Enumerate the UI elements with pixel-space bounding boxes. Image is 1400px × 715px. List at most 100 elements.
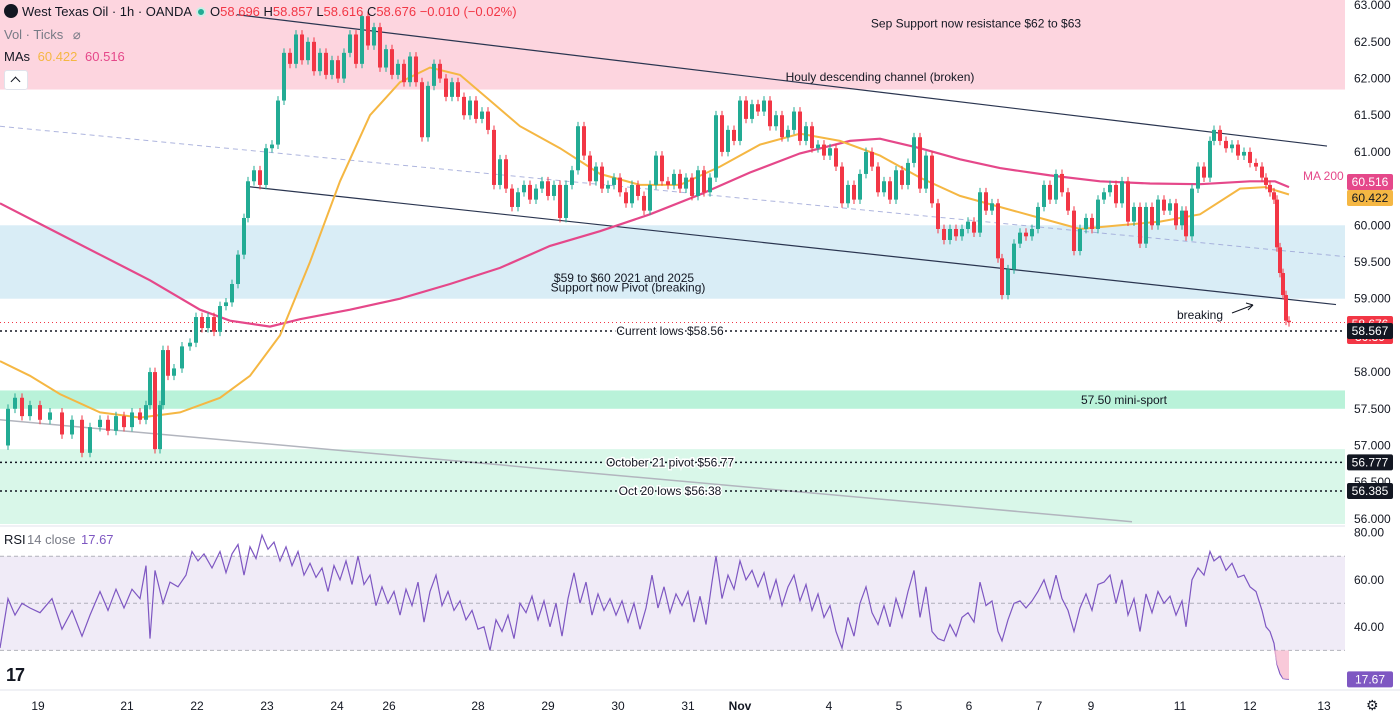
candle-body (242, 217, 246, 255)
candle-body (1196, 166, 1200, 189)
candle-body (510, 188, 514, 207)
candle-body (630, 184, 634, 204)
collapse-legend-button[interactable] (4, 70, 28, 90)
x-tick-label: 13 (1317, 699, 1331, 713)
candle-body (106, 419, 110, 431)
candle-body (912, 137, 916, 163)
settings-gear-icon[interactable]: ⚙ (1366, 697, 1379, 713)
candle-body (1078, 228, 1082, 251)
candle-body (1190, 188, 1194, 237)
candle-body (1126, 181, 1130, 222)
candle-body (1180, 210, 1184, 226)
ohlc-open-value: 58.696 (220, 4, 260, 19)
candle-body (966, 221, 970, 229)
candle-body (702, 170, 706, 193)
candle-body (20, 397, 24, 417)
candle-body (1278, 247, 1282, 274)
x-tick-label: 29 (541, 699, 555, 713)
candle-body (88, 427, 92, 453)
ohlc-high-key: H (263, 4, 273, 19)
candle-body (876, 166, 880, 193)
candle-body (378, 27, 382, 68)
ma-legend[interactable]: MAs 60.422 60.516 (4, 49, 125, 64)
hidden-eye-icon[interactable]: ⌀ (72, 27, 81, 42)
candle-body (936, 203, 940, 229)
current-lows-label: Current lows $58.56 (616, 324, 724, 338)
candle-body (696, 170, 700, 196)
candle-body (636, 184, 640, 196)
candle-body (188, 342, 192, 347)
candle-body (230, 284, 234, 303)
tradingview-logo[interactable]: 17 (6, 665, 25, 685)
annotation-0: Sep Support now resistance $62 to $63 (871, 16, 1081, 30)
candle-body (98, 419, 102, 428)
candle-body (1284, 295, 1288, 321)
candle-body (1281, 273, 1285, 296)
candle-body (138, 412, 142, 420)
ma-label: MAs (4, 49, 30, 64)
rsi-legend-params: 14 close (27, 532, 75, 547)
candle-body (158, 405, 162, 450)
candle-body (642, 195, 646, 211)
candle-body (1144, 206, 1148, 244)
x-tick-label: 5 (896, 699, 903, 713)
annotation-5: breaking (1177, 308, 1223, 322)
candle-body (194, 317, 198, 343)
candle-body (738, 100, 742, 141)
y-tick-label: 58.000 (1354, 365, 1391, 379)
candle-body (148, 372, 152, 406)
candle-body (888, 181, 892, 200)
volume-label: Vol · Ticks (4, 27, 64, 42)
candle-body (342, 52, 346, 79)
candle-body (600, 166, 604, 189)
candle-body (324, 52, 328, 75)
current-lows-badge: 58.567 (1352, 324, 1389, 338)
x-tick-label: 11 (1174, 699, 1187, 713)
symbol-title[interactable]: West Texas Oil · 1h · OANDA (22, 4, 193, 19)
candle-body (1156, 199, 1160, 226)
candle-body (906, 162, 910, 185)
candle-body (218, 306, 222, 332)
candle-body (900, 170, 904, 185)
ma200-price-badge: 60.516 (1352, 175, 1389, 189)
x-tick-label: 24 (330, 699, 344, 713)
x-tick-label: 9 (1088, 699, 1095, 713)
candle-body (1202, 166, 1206, 178)
candle-body (1224, 140, 1228, 149)
candle-body (300, 34, 304, 61)
candle-body (1006, 269, 1010, 296)
candle-body (276, 100, 280, 145)
ohlc-high-value: 58.857 (272, 4, 313, 19)
candle-body (144, 405, 148, 420)
candle-body (246, 181, 250, 218)
candle-body (432, 63, 436, 86)
annotation-6: MA 200 (1303, 169, 1344, 183)
candle-body (798, 111, 802, 141)
old-trend-line (0, 419, 1133, 523)
candle-body (540, 181, 544, 189)
candle-body (528, 184, 532, 200)
candle-body (1260, 166, 1264, 178)
october-21-pivot-badge-bg (1347, 454, 1393, 471)
candle-body (810, 126, 814, 149)
candle-body (1275, 199, 1279, 248)
candle-body (438, 63, 442, 79)
annotation-1: Houly descending channel (broken) (786, 70, 975, 84)
candle-body (366, 16, 370, 46)
candle-body (330, 60, 334, 75)
rsi-y-tick-label: 80.00 (1354, 526, 1384, 540)
candle-body (816, 144, 820, 149)
candle-body (612, 177, 616, 185)
candle-body (408, 56, 412, 83)
volume-legend[interactable]: Vol · Ticks ⌀ (4, 27, 81, 43)
candle-body (294, 34, 298, 64)
candle-body (420, 82, 424, 138)
y-tick-label: 59.500 (1354, 255, 1391, 269)
rsi-value-badge-bg (1347, 671, 1393, 688)
candle-body (762, 100, 766, 112)
candle-body (258, 170, 262, 185)
candle-body (1150, 206, 1154, 226)
candle-body (114, 416, 118, 431)
candle-body (1208, 140, 1212, 178)
